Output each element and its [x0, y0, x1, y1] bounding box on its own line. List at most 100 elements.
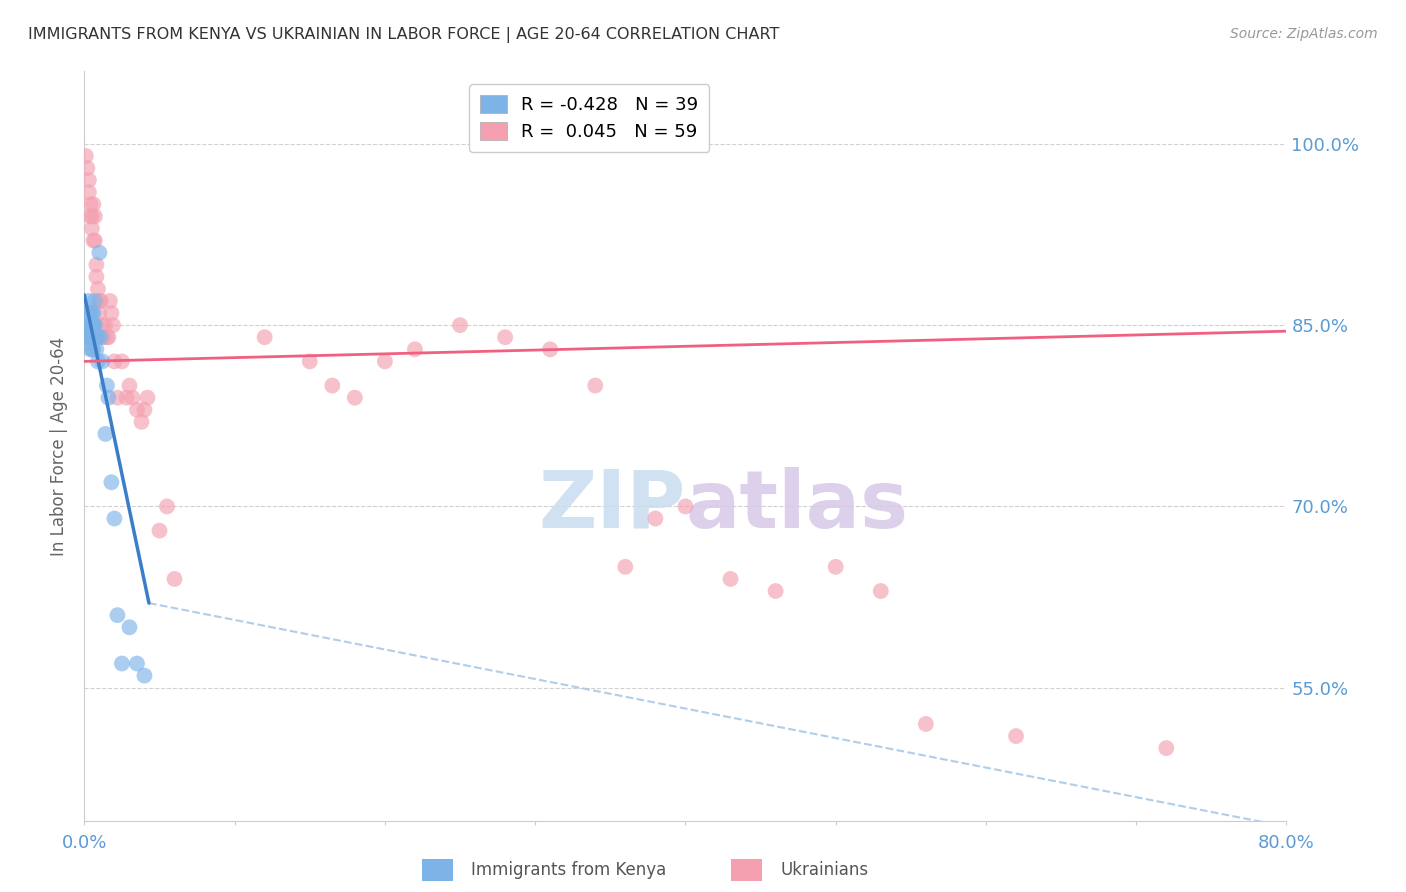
Point: [82, 318, 104, 333]
Point: [86, 330, 108, 344]
Point: [163, 572, 186, 586]
Point: [83, 234, 105, 248]
Point: [125, 657, 148, 671]
Point: [82, 306, 104, 320]
Point: [538, 343, 561, 357]
Point: [100, 475, 122, 490]
Point: [79, 318, 101, 333]
Point: [94, 426, 117, 441]
Point: [93, 330, 115, 344]
Point: [76, 330, 98, 344]
Text: Immigrants from Kenya: Immigrants from Kenya: [471, 861, 666, 879]
Point: [79, 343, 101, 357]
Point: [80, 343, 103, 357]
Point: [131, 415, 153, 429]
Point: [89, 245, 111, 260]
Point: [77, 173, 100, 187]
Point: [156, 500, 179, 514]
Point: [111, 354, 134, 368]
Text: atlas: atlas: [686, 467, 908, 545]
Point: [98, 293, 121, 308]
Point: [87, 282, 110, 296]
Point: [83, 293, 105, 308]
Point: [80, 306, 103, 320]
Point: [86, 258, 108, 272]
Point: [583, 378, 606, 392]
Point: [915, 717, 938, 731]
Point: [97, 330, 120, 344]
Point: [90, 293, 112, 308]
Text: 0.0%: 0.0%: [62, 834, 107, 852]
Point: [614, 559, 637, 574]
Point: [298, 354, 321, 368]
Point: [449, 318, 471, 333]
Point: [118, 378, 141, 392]
Point: [83, 318, 105, 333]
Point: [82, 318, 104, 333]
Point: [77, 306, 100, 320]
Point: [82, 234, 104, 248]
Point: [136, 391, 159, 405]
Point: [91, 354, 114, 368]
Point: [675, 500, 697, 514]
Text: IMMIGRANTS FROM KENYA VS UKRAINIAN IN LABOR FORCE | AGE 20-64 CORRELATION CHART: IMMIGRANTS FROM KENYA VS UKRAINIAN IN LA…: [28, 27, 779, 43]
Point: [82, 197, 104, 211]
Point: [96, 378, 118, 392]
Point: [134, 668, 156, 682]
Point: [103, 511, 125, 525]
Point: [86, 343, 108, 357]
Point: [77, 318, 100, 333]
Point: [107, 608, 129, 623]
Point: [79, 197, 101, 211]
Point: [765, 584, 787, 599]
Point: [89, 293, 111, 308]
Point: [107, 391, 129, 405]
Point: [75, 330, 97, 344]
Point: [134, 402, 156, 417]
Point: [1005, 729, 1028, 743]
Point: [90, 330, 112, 344]
Point: [76, 161, 98, 175]
Point: [148, 524, 170, 538]
Point: [75, 149, 97, 163]
Point: [100, 306, 122, 320]
Point: [97, 391, 120, 405]
Point: [91, 318, 114, 333]
Point: [82, 330, 104, 344]
Text: Ukrainians: Ukrainians: [780, 861, 869, 879]
Point: [79, 330, 101, 344]
Point: [83, 210, 105, 224]
Point: [77, 185, 100, 199]
Point: [121, 391, 143, 405]
Point: [824, 559, 846, 574]
Point: [94, 318, 117, 333]
Point: [87, 354, 110, 368]
Point: [89, 306, 111, 320]
Point: [80, 318, 103, 333]
Point: [80, 330, 103, 344]
Text: ZIP: ZIP: [538, 467, 686, 545]
Point: [644, 511, 666, 525]
Point: [80, 210, 103, 224]
Point: [79, 306, 101, 320]
Point: [87, 330, 110, 344]
Point: [79, 210, 101, 224]
Point: [111, 657, 134, 671]
Point: [321, 378, 343, 392]
Point: [82, 343, 104, 357]
Y-axis label: In Labor Force | Age 20-64: In Labor Force | Age 20-64: [51, 336, 69, 556]
Text: 80.0%: 80.0%: [1258, 834, 1315, 852]
Legend: R = -0.428   N = 39, R =  0.045   N = 59: R = -0.428 N = 39, R = 0.045 N = 59: [470, 84, 710, 152]
Point: [101, 318, 124, 333]
Point: [77, 293, 100, 308]
Point: [125, 402, 148, 417]
Point: [374, 354, 396, 368]
Point: [343, 391, 366, 405]
Point: [253, 330, 276, 344]
Text: Source: ZipAtlas.com: Source: ZipAtlas.com: [1230, 27, 1378, 41]
Point: [1156, 741, 1178, 756]
Point: [76, 318, 98, 333]
Point: [80, 221, 103, 235]
Point: [118, 620, 141, 634]
Point: [83, 330, 105, 344]
